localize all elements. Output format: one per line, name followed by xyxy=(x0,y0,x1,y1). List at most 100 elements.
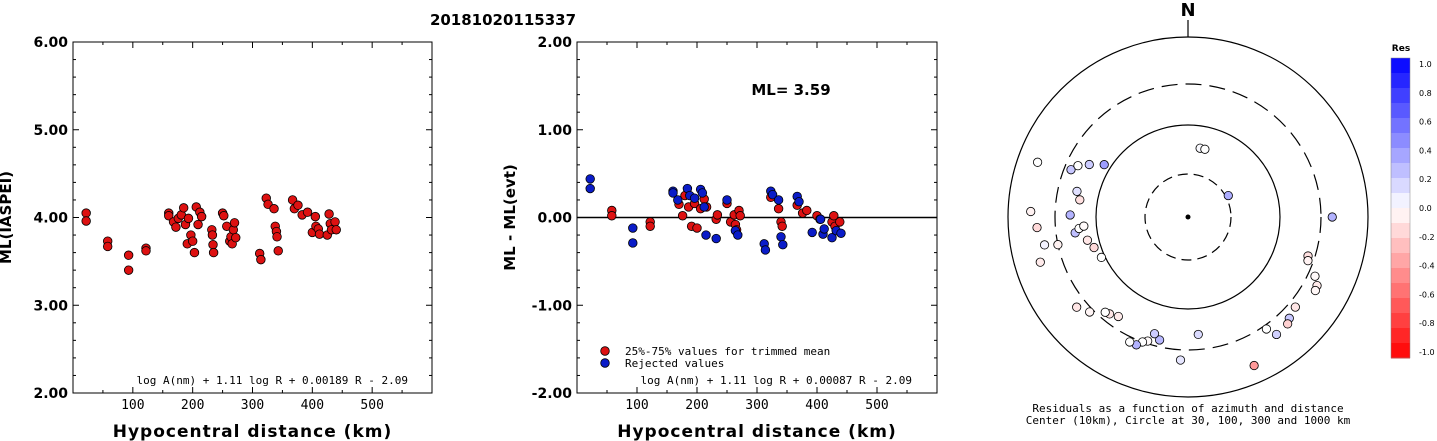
station-marker xyxy=(1113,311,1123,322)
colorbar-segment xyxy=(1391,343,1410,359)
north-label: N xyxy=(1180,0,1195,21)
y-tick-label: -1.00 xyxy=(532,298,573,314)
y-tick-label: 1.00 xyxy=(537,123,572,139)
data-point xyxy=(171,222,181,232)
data-point xyxy=(330,217,340,227)
colorbar-segment xyxy=(1391,58,1410,74)
caption-line-1: Residuals as a function of azimuth and d… xyxy=(1032,402,1343,415)
rejected-point xyxy=(776,232,786,242)
x-axis-label: Hypocentral distance (km) xyxy=(617,422,897,441)
colorbar-tick-label: -1.0 xyxy=(1419,348,1435,357)
rejected-point xyxy=(585,183,595,194)
y-tick-label: 5.00 xyxy=(33,123,68,139)
data-point xyxy=(293,200,303,210)
colorbar-tick-label: -0.8 xyxy=(1419,319,1435,328)
station-marker xyxy=(1310,285,1320,296)
rejected-point xyxy=(760,245,771,255)
colorbar-tick-label: 0.2 xyxy=(1419,175,1432,184)
station-marker xyxy=(1125,337,1135,347)
station-marker xyxy=(1096,252,1106,262)
data-point xyxy=(183,213,194,224)
y-tick-label: -2.00 xyxy=(532,386,573,402)
x-tick-label: 200 xyxy=(685,398,708,413)
data-point xyxy=(81,216,91,226)
station-marker xyxy=(1175,355,1186,365)
data-point xyxy=(219,211,229,221)
rejected-point xyxy=(778,240,788,250)
trimmed-mean-point xyxy=(773,204,784,214)
rejected-point xyxy=(794,197,804,207)
y-tick-label: 3.00 xyxy=(33,298,68,314)
x-tick-label: 400 xyxy=(301,398,324,413)
rejected-point xyxy=(701,230,711,240)
station-marker xyxy=(1223,190,1233,201)
rejected-point xyxy=(628,238,638,248)
y-axis-label: ML - ML(evt) xyxy=(501,164,519,270)
colorbar-segment xyxy=(1391,133,1410,149)
colorbar-segment xyxy=(1391,238,1410,254)
colorbar-segment xyxy=(1391,328,1410,344)
x-tick-label: 500 xyxy=(360,398,383,413)
colorbar-segment xyxy=(1391,208,1410,224)
station-marker xyxy=(1072,186,1082,196)
data-point xyxy=(141,246,151,256)
data-point xyxy=(189,247,200,258)
x-tick-label: 300 xyxy=(241,398,264,413)
legend-marker xyxy=(600,358,610,368)
rejected-point xyxy=(807,227,817,238)
station-marker xyxy=(1065,210,1075,220)
ring-100km xyxy=(1095,124,1281,310)
data-point xyxy=(331,225,341,235)
plot-frame xyxy=(72,41,433,394)
data-point xyxy=(81,208,91,218)
legend-label: 25%-75% values for trimmed mean xyxy=(625,345,830,358)
rejected-point xyxy=(699,202,709,212)
station-marker xyxy=(1035,257,1045,267)
station-marker xyxy=(1066,165,1076,175)
colorbar-segment xyxy=(1391,298,1410,314)
station-marker xyxy=(1032,222,1042,233)
y-tick-label: 2.00 xyxy=(33,386,68,402)
data-point xyxy=(314,229,325,239)
station-marker xyxy=(1283,319,1293,329)
legend-label: Rejected values xyxy=(625,357,724,370)
data-point xyxy=(123,265,134,275)
colorbar-segment xyxy=(1391,148,1410,164)
rejected-point xyxy=(722,195,732,205)
colorbar-tick-label: -0.2 xyxy=(1419,233,1435,242)
rejected-point xyxy=(673,195,683,205)
station-marker xyxy=(1085,307,1095,317)
y-axis-label: ML(IASPEI) xyxy=(0,171,15,264)
trimmed-mean-point xyxy=(735,211,745,221)
station-marker xyxy=(1100,307,1110,317)
trimmed-mean-point xyxy=(645,221,655,231)
station-marker xyxy=(1053,240,1063,250)
x-tick-label: 300 xyxy=(745,398,768,413)
data-point xyxy=(187,236,198,246)
ml-annotation: ML= 3.59 xyxy=(751,81,830,99)
legend-marker xyxy=(600,346,610,356)
center-marker xyxy=(1185,214,1191,220)
colorbar-tick-label: 0.0 xyxy=(1419,204,1432,213)
colorbar-tick-label: 0.8 xyxy=(1419,89,1432,98)
formula-text: log A(nm) + 1.11 log R + 0.00087 R - 2.0… xyxy=(640,374,912,387)
station-marker xyxy=(1073,161,1083,171)
x-tick-label: 100 xyxy=(121,398,144,413)
station-marker xyxy=(1310,271,1320,281)
colorbar-segment xyxy=(1391,268,1410,284)
station-marker xyxy=(1089,242,1099,253)
data-point xyxy=(256,254,266,265)
ring-30km xyxy=(1144,173,1232,261)
trimmed-mean-point xyxy=(607,211,617,221)
station-marker xyxy=(1082,235,1093,245)
trimmed-mean-point xyxy=(829,211,839,221)
colorbar-tick-label: -0.6 xyxy=(1419,290,1435,299)
y-tick-label: 4.00 xyxy=(33,211,68,227)
colorbar-segment xyxy=(1391,163,1410,179)
station-marker xyxy=(1072,302,1082,312)
station-marker xyxy=(1290,302,1300,312)
figure-title: 20181020115337 xyxy=(430,11,576,29)
trimmed-mean-point xyxy=(777,221,787,231)
station-marker xyxy=(1261,324,1272,334)
